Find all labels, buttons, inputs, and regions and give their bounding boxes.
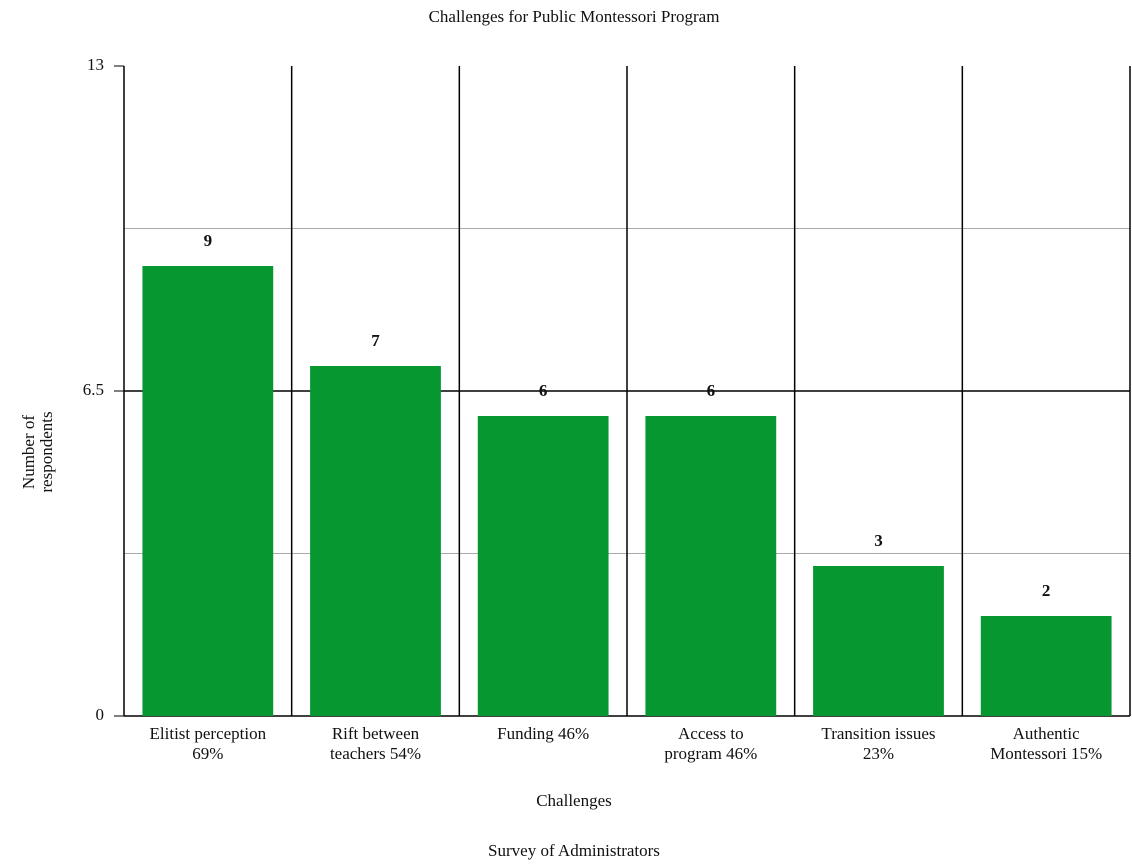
bar: [142, 266, 274, 716]
x-tick-label: Rift between teachers 54%: [329, 724, 422, 763]
x-tick-label: Authentic Montessori 15%: [990, 724, 1103, 763]
bar: [477, 416, 609, 716]
value-label: 6: [707, 381, 716, 400]
x-tick-label: Funding 46%: [497, 724, 590, 743]
y-axis-label: Number of respondents: [19, 411, 56, 493]
chart-title: Challenges for Public Montessori Program: [429, 7, 720, 26]
caption: Survey of Administrators: [488, 841, 660, 860]
y-tick-label: 13: [87, 55, 104, 74]
x-axis-label: Challenges: [536, 791, 612, 810]
value-label: 9: [204, 231, 213, 250]
value-label: 7: [371, 331, 380, 350]
y-tick-label: 0: [96, 705, 105, 724]
x-tick-label: Access to program 46%: [664, 724, 758, 763]
bar: [645, 416, 777, 716]
x-tick-label: Transition issues 23%: [821, 724, 936, 763]
x-tick-label: Elitist perception 69%: [149, 724, 267, 763]
bar: [980, 616, 1112, 716]
value-label: 6: [539, 381, 548, 400]
value-label: 3: [874, 531, 883, 550]
bar: [813, 566, 944, 716]
value-label: 2: [1042, 581, 1051, 600]
y-tick-label: 6.5: [83, 380, 104, 399]
bar: [310, 366, 441, 716]
